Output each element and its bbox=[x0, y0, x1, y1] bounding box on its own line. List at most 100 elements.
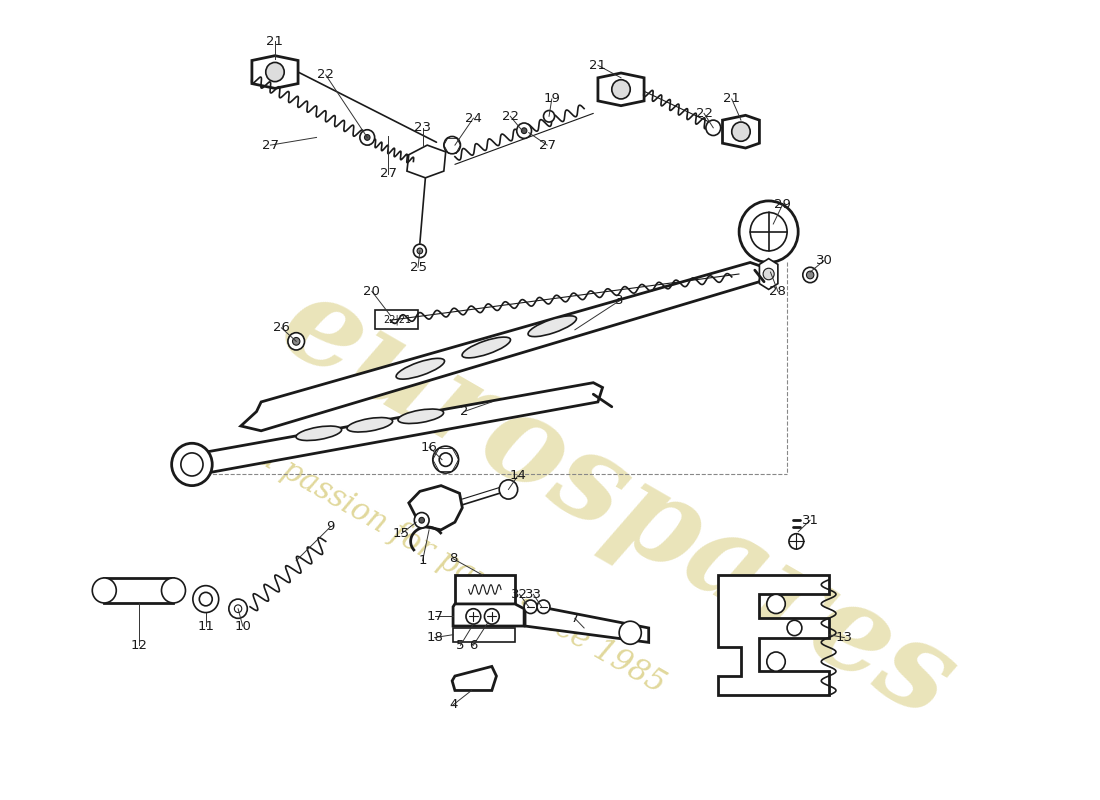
Circle shape bbox=[803, 267, 817, 282]
Circle shape bbox=[415, 513, 429, 528]
Text: eurospares: eurospares bbox=[261, 262, 976, 743]
Text: 8: 8 bbox=[449, 552, 458, 566]
Circle shape bbox=[234, 605, 242, 613]
Circle shape bbox=[414, 244, 427, 258]
Polygon shape bbox=[723, 115, 759, 148]
Polygon shape bbox=[409, 486, 462, 530]
Circle shape bbox=[364, 134, 370, 140]
Ellipse shape bbox=[346, 418, 393, 432]
Text: 14: 14 bbox=[509, 470, 526, 482]
Text: 10: 10 bbox=[234, 619, 251, 633]
Text: 33: 33 bbox=[525, 588, 542, 601]
Polygon shape bbox=[525, 604, 649, 642]
Circle shape bbox=[612, 80, 630, 99]
Circle shape bbox=[419, 518, 425, 523]
Circle shape bbox=[162, 578, 186, 603]
Circle shape bbox=[788, 620, 802, 636]
Text: 4: 4 bbox=[449, 698, 458, 711]
Polygon shape bbox=[455, 575, 515, 604]
Circle shape bbox=[484, 609, 499, 624]
Text: 27: 27 bbox=[379, 167, 397, 181]
Text: 31: 31 bbox=[802, 514, 818, 526]
Text: 22: 22 bbox=[502, 110, 519, 122]
Text: 21: 21 bbox=[723, 93, 740, 106]
Text: 27: 27 bbox=[262, 138, 279, 152]
Text: 28: 28 bbox=[769, 285, 786, 298]
Circle shape bbox=[619, 622, 641, 644]
Circle shape bbox=[432, 446, 459, 473]
Ellipse shape bbox=[398, 409, 443, 423]
Text: 20: 20 bbox=[363, 285, 381, 298]
Text: 2: 2 bbox=[460, 405, 469, 418]
Text: 22|21: 22|21 bbox=[384, 315, 411, 326]
Circle shape bbox=[537, 600, 550, 614]
Circle shape bbox=[288, 333, 305, 350]
Text: 18: 18 bbox=[426, 631, 443, 644]
Circle shape bbox=[543, 110, 554, 122]
Text: 27: 27 bbox=[539, 138, 556, 152]
Circle shape bbox=[739, 201, 799, 262]
Circle shape bbox=[732, 122, 750, 142]
Text: 19: 19 bbox=[543, 93, 560, 106]
Text: 29: 29 bbox=[774, 198, 791, 211]
Polygon shape bbox=[718, 575, 828, 695]
Circle shape bbox=[521, 128, 527, 134]
Circle shape bbox=[180, 453, 204, 476]
Circle shape bbox=[763, 268, 774, 280]
Text: 3: 3 bbox=[615, 294, 624, 307]
Circle shape bbox=[806, 271, 814, 279]
Text: 13: 13 bbox=[836, 631, 852, 644]
Text: 21: 21 bbox=[590, 58, 606, 72]
Circle shape bbox=[517, 123, 531, 138]
Circle shape bbox=[466, 609, 481, 624]
Ellipse shape bbox=[462, 337, 510, 358]
Text: 24: 24 bbox=[465, 112, 482, 125]
Polygon shape bbox=[452, 666, 496, 690]
Polygon shape bbox=[183, 382, 603, 474]
Circle shape bbox=[92, 578, 117, 603]
Ellipse shape bbox=[528, 316, 576, 337]
Circle shape bbox=[199, 592, 212, 606]
Text: 5: 5 bbox=[456, 638, 464, 652]
Text: a passion for parts since 1985: a passion for parts since 1985 bbox=[252, 441, 671, 700]
Circle shape bbox=[229, 599, 248, 618]
Circle shape bbox=[524, 600, 537, 614]
Polygon shape bbox=[407, 145, 446, 178]
Polygon shape bbox=[104, 578, 174, 603]
Circle shape bbox=[767, 594, 785, 614]
Polygon shape bbox=[252, 56, 298, 88]
Circle shape bbox=[499, 480, 518, 499]
Circle shape bbox=[266, 62, 284, 82]
Polygon shape bbox=[453, 604, 524, 626]
Circle shape bbox=[750, 213, 788, 251]
Text: 7: 7 bbox=[571, 612, 579, 625]
Polygon shape bbox=[759, 258, 778, 290]
Circle shape bbox=[443, 137, 461, 154]
Text: 25: 25 bbox=[409, 261, 427, 274]
Text: 1: 1 bbox=[418, 554, 427, 567]
Text: 30: 30 bbox=[815, 254, 833, 267]
Text: 21: 21 bbox=[266, 34, 284, 48]
Circle shape bbox=[439, 453, 452, 466]
Circle shape bbox=[417, 248, 422, 254]
Polygon shape bbox=[598, 73, 645, 106]
Ellipse shape bbox=[396, 358, 444, 379]
Text: 23: 23 bbox=[414, 122, 431, 134]
Text: 17: 17 bbox=[426, 610, 443, 623]
Text: 16: 16 bbox=[420, 441, 438, 454]
Text: 32: 32 bbox=[512, 588, 528, 601]
Circle shape bbox=[192, 586, 219, 613]
Circle shape bbox=[706, 120, 721, 135]
Circle shape bbox=[767, 652, 785, 671]
Circle shape bbox=[172, 443, 212, 486]
Circle shape bbox=[293, 338, 300, 345]
Text: 12: 12 bbox=[131, 638, 147, 652]
Ellipse shape bbox=[296, 426, 342, 441]
Circle shape bbox=[789, 534, 804, 549]
Text: 22: 22 bbox=[317, 69, 334, 82]
Text: 15: 15 bbox=[393, 527, 410, 540]
Polygon shape bbox=[453, 628, 515, 642]
Text: 22: 22 bbox=[695, 107, 713, 120]
Text: 9: 9 bbox=[327, 521, 334, 534]
Circle shape bbox=[360, 130, 375, 145]
